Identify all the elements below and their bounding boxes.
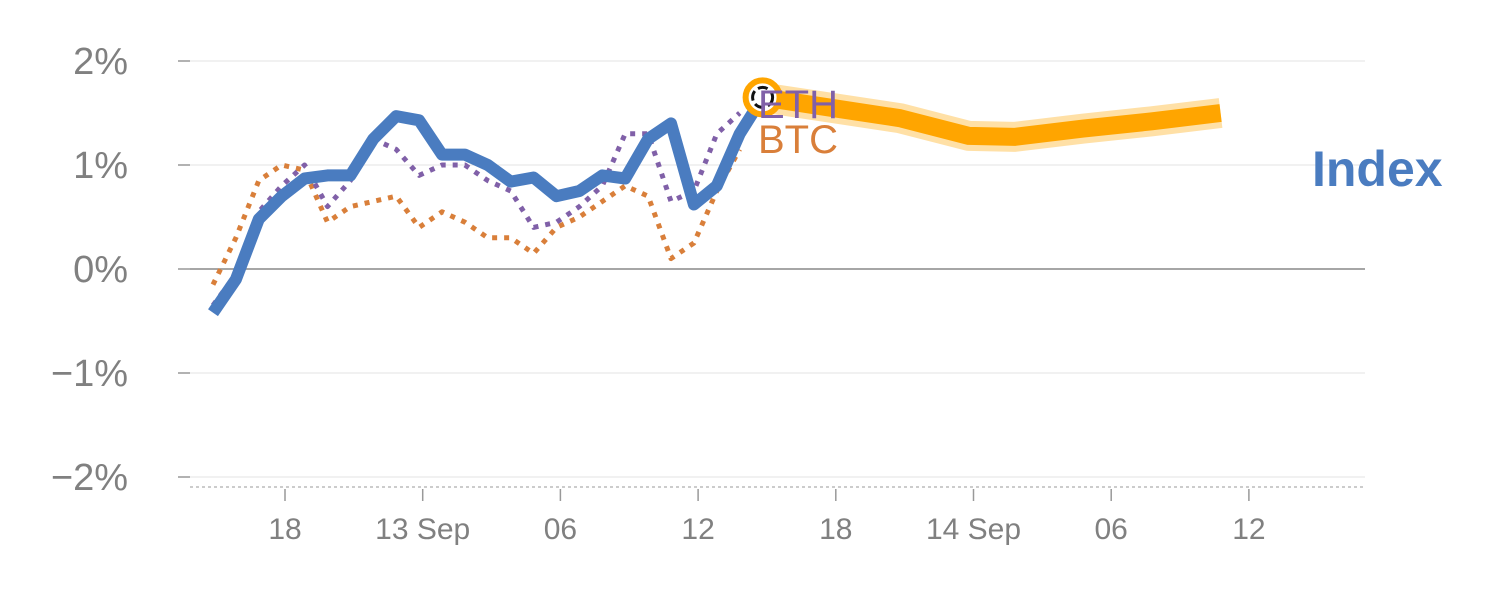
x-axis: 18 13 Sep 06 12 18 14 Sep 06 12: [190, 486, 1365, 546]
x-tick-label: 06: [544, 513, 577, 546]
series-lines: [208, 77, 1223, 317]
forecast-band: [761, 88, 1222, 146]
x-tick-label: 13 Sep: [375, 513, 470, 546]
btc-label: BTC: [758, 118, 838, 162]
y-tick-label: 1%: [73, 145, 128, 187]
gridlines: [190, 60, 1365, 478]
x-tick-label: 18: [819, 513, 852, 546]
current-point-marker: [742, 77, 783, 118]
eth-label: ETH: [758, 83, 838, 127]
series-labels: ETH BTC Index: [758, 83, 1443, 197]
current-point-marker-inner: [751, 85, 775, 109]
series-eth-line: [210, 111, 742, 307]
x-tick-label: 14 Sep: [926, 513, 1021, 546]
series-btc-line: [210, 148, 742, 286]
y-tick-label: −2%: [51, 457, 128, 499]
y-tick-label: −1%: [51, 353, 128, 395]
x-tick-label: 18: [268, 513, 301, 546]
index-label: Index: [1312, 141, 1443, 197]
x-tick-label: 12: [681, 513, 714, 546]
x-tick-label: 06: [1095, 513, 1128, 546]
x-tick-label: 12: [1232, 513, 1265, 546]
y-tick-label: 2%: [73, 41, 128, 83]
y-tick-label: 0%: [73, 249, 128, 291]
y-axis: 2% 1% 0% −1% −2%: [51, 41, 190, 499]
series-index-line: [208, 94, 768, 317]
